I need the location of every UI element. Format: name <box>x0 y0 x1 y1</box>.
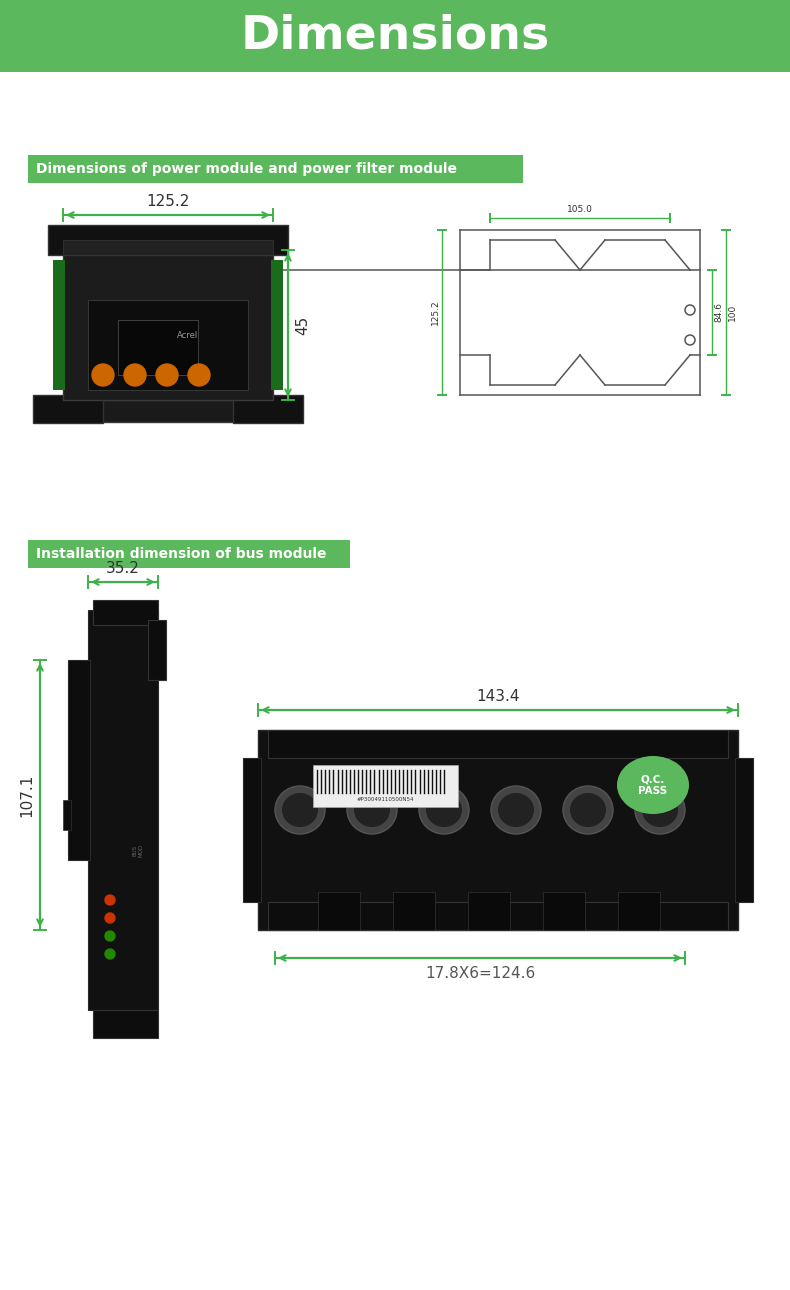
Bar <box>393 891 435 930</box>
Text: Dimensions: Dimensions <box>240 13 550 58</box>
Circle shape <box>105 931 115 940</box>
Bar <box>268 730 728 759</box>
Ellipse shape <box>642 793 678 827</box>
Bar <box>93 600 158 624</box>
Text: 107.1: 107.1 <box>19 773 34 817</box>
Bar <box>28 541 350 568</box>
Bar <box>618 891 660 930</box>
Bar <box>48 224 288 255</box>
Bar <box>318 891 360 930</box>
Bar <box>258 730 738 930</box>
Circle shape <box>188 364 210 386</box>
Ellipse shape <box>275 786 325 835</box>
Bar <box>735 759 753 902</box>
Text: Acrel: Acrel <box>178 330 198 339</box>
Bar <box>468 891 510 930</box>
Ellipse shape <box>617 756 689 814</box>
Text: Dimensions of power module and power filter module: Dimensions of power module and power fil… <box>36 163 457 175</box>
Text: 100: 100 <box>728 304 737 321</box>
Ellipse shape <box>498 793 534 827</box>
Ellipse shape <box>635 786 685 835</box>
Bar <box>148 620 166 680</box>
Bar <box>68 660 90 860</box>
Ellipse shape <box>282 793 318 827</box>
Text: 17.8X6=124.6: 17.8X6=124.6 <box>425 966 535 980</box>
Ellipse shape <box>419 786 469 835</box>
Bar <box>0 0 790 72</box>
Circle shape <box>105 913 115 924</box>
Ellipse shape <box>491 786 541 835</box>
Ellipse shape <box>347 786 397 835</box>
Bar <box>53 261 65 390</box>
Bar <box>118 320 198 375</box>
Bar <box>233 395 303 423</box>
Circle shape <box>156 364 178 386</box>
Text: Q.C.
PASS: Q.C. PASS <box>638 774 668 796</box>
Bar <box>28 155 523 183</box>
Bar <box>313 765 458 808</box>
Text: 125.2: 125.2 <box>146 194 190 209</box>
Ellipse shape <box>570 793 606 827</box>
Bar <box>543 891 585 930</box>
Text: 125.2: 125.2 <box>431 299 440 325</box>
Bar <box>63 250 273 400</box>
Text: 105.0: 105.0 <box>567 205 593 214</box>
Bar <box>88 301 248 390</box>
Text: Installation dimension of bus module: Installation dimension of bus module <box>36 547 326 561</box>
Circle shape <box>105 949 115 958</box>
Circle shape <box>105 895 115 906</box>
Text: 84.6: 84.6 <box>714 302 723 322</box>
Circle shape <box>124 364 146 386</box>
Bar <box>63 800 71 829</box>
Bar <box>93 1010 158 1038</box>
Ellipse shape <box>426 793 462 827</box>
Bar <box>268 902 728 930</box>
Circle shape <box>92 364 114 386</box>
Ellipse shape <box>563 786 613 835</box>
Bar <box>88 610 158 1010</box>
Bar <box>38 400 298 422</box>
Text: 45: 45 <box>295 315 310 334</box>
Bar <box>33 395 103 423</box>
Text: BUS
MOD: BUS MOD <box>133 844 144 857</box>
Text: 143.4: 143.4 <box>476 689 520 704</box>
Bar <box>63 240 273 255</box>
Text: 35.2: 35.2 <box>106 561 140 577</box>
Ellipse shape <box>354 793 390 827</box>
Bar <box>271 261 283 390</box>
Bar <box>243 759 261 902</box>
Text: #P30049110500N54: #P30049110500N54 <box>356 797 414 802</box>
